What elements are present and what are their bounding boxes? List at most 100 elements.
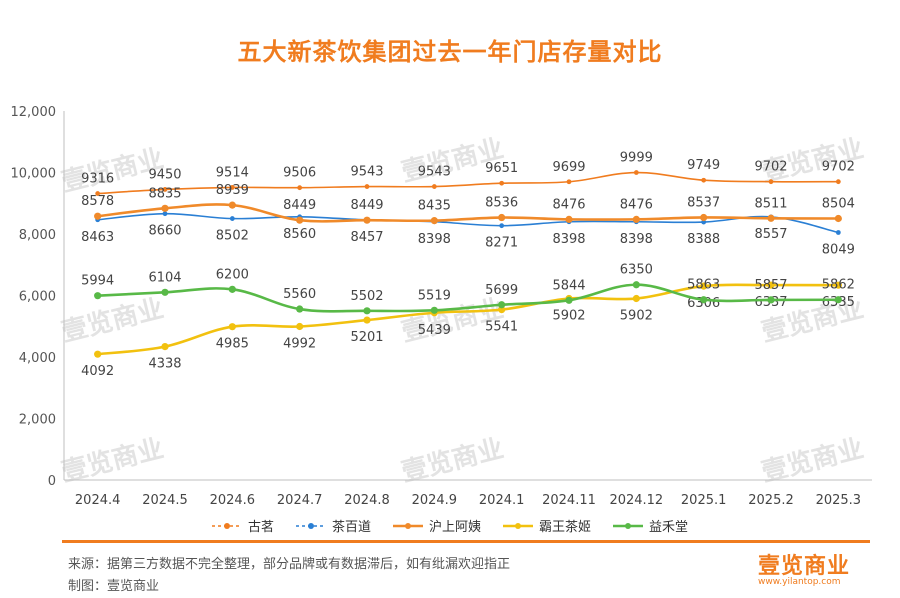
x-tick-label: 2024.8 [344, 493, 390, 508]
data-label: 8463 [81, 230, 114, 245]
data-point [632, 281, 640, 289]
data-point [161, 343, 169, 351]
data-label: 5862 [822, 278, 855, 293]
data-label: 8578 [81, 194, 114, 209]
y-tick-label: 4,000 [19, 351, 56, 366]
legend-item: 古茗 [211, 516, 274, 535]
x-tick-label: 2025.1 [681, 493, 727, 508]
data-label: 5439 [418, 323, 451, 338]
y-tick-label: 2,000 [19, 413, 56, 428]
series-line-4 [97, 283, 839, 313]
data-label: 4992 [283, 336, 316, 351]
y-tick-label: 12,000 [11, 105, 57, 120]
source-note: 来源：据第三方数据不完全整理，部分品牌或有数据滞后，如有纰漏欢迎指正 [68, 557, 511, 572]
chart-title: 五大新茶饮集团过去一年门店存量对比 [237, 38, 663, 66]
legend-label: 沪上阿姨 [428, 520, 481, 535]
data-label: 8398 [620, 232, 653, 247]
data-point [431, 184, 437, 189]
data-point [499, 180, 505, 186]
data-label: 5502 [350, 289, 383, 304]
data-label: 5699 [485, 283, 518, 298]
x-tick-label: 2024.6 [210, 493, 256, 508]
data-point [228, 285, 236, 293]
data-label: 5863 [687, 278, 720, 293]
data-label: 5541 [485, 320, 518, 335]
data-label: 8271 [485, 236, 518, 251]
legend-item: 霸王茶姬 [503, 516, 591, 535]
data-label: 8398 [552, 232, 585, 247]
data-label: 8457 [350, 230, 383, 245]
data-point [363, 316, 371, 324]
data-point [632, 294, 640, 303]
data-label: 9749 [687, 158, 720, 173]
data-point [161, 288, 169, 296]
data-point [95, 191, 101, 196]
data-label: 5519 [418, 288, 451, 303]
legend-label: 古茗 [247, 520, 274, 535]
x-tick-label: 2024.5 [142, 493, 188, 508]
legend-label: 霸王茶姬 [539, 520, 592, 535]
data-point [162, 187, 168, 192]
series-line-2 [97, 203, 839, 223]
chart-legend: 古茗 茶百道 沪上阿姨 霸王茶姬 益禾堂 [0, 516, 900, 535]
legend-swatch [295, 522, 326, 529]
series-line-0 [97, 171, 839, 195]
data-point [565, 215, 573, 223]
legend-item: 茶百道 [295, 516, 371, 535]
footer-divider [62, 540, 870, 543]
data-label: 4092 [81, 364, 114, 379]
data-label: 8476 [552, 197, 585, 212]
data-label: 8449 [350, 198, 383, 213]
data-point [700, 282, 708, 290]
data-label: 8476 [620, 197, 653, 212]
legend-swatch [613, 522, 644, 529]
legend-item: 沪上阿姨 [392, 516, 481, 535]
data-point [498, 301, 506, 309]
data-point [296, 216, 304, 224]
data-point [632, 215, 640, 223]
data-label: 5201 [350, 330, 383, 345]
y-tick-label: 0 [48, 474, 56, 489]
y-tick-label: 8,000 [19, 228, 56, 243]
data-label: 5844 [552, 278, 585, 293]
data-point [228, 323, 236, 331]
x-tick-label: 2024.1 [479, 493, 525, 508]
series-line-3 [97, 283, 839, 356]
data-point [499, 223, 505, 229]
data-label: 9506 [283, 166, 316, 181]
data-label: 4985 [216, 337, 249, 352]
data-point [834, 214, 842, 223]
data-label: 8449 [283, 198, 316, 213]
data-point [498, 213, 506, 222]
data-label: 8560 [283, 227, 316, 242]
data-label: 4338 [148, 357, 181, 372]
data-point [834, 296, 842, 304]
data-label: 8435 [418, 199, 451, 214]
data-point [430, 306, 438, 314]
x-tick-label: 2024.11 [542, 493, 596, 508]
data-label: 5560 [283, 287, 316, 302]
data-label: 8536 [485, 196, 518, 211]
data-label: 8660 [148, 224, 181, 239]
data-label: 9543 [350, 165, 383, 180]
x-tick-label: 2024.12 [609, 493, 663, 508]
data-label: 5902 [552, 309, 585, 324]
data-point [700, 296, 708, 304]
legend-label: 茶百道 [331, 520, 371, 535]
data-label: 9702 [822, 160, 855, 175]
data-label: 5994 [81, 274, 114, 289]
data-point [700, 213, 708, 222]
data-label: 8537 [687, 195, 720, 210]
data-label: 9316 [81, 172, 114, 187]
data-label: 5902 [620, 309, 653, 324]
credit-note: 制图：壹览商业 [68, 579, 160, 594]
data-point [835, 230, 841, 235]
legend-label: 益禾堂 [649, 520, 689, 535]
legend-swatch [211, 522, 242, 529]
data-point [835, 179, 841, 185]
data-label: 8502 [216, 229, 249, 244]
data-label: 5857 [754, 278, 787, 293]
x-tick-label: 2024.4 [75, 493, 121, 508]
data-point [228, 201, 236, 209]
